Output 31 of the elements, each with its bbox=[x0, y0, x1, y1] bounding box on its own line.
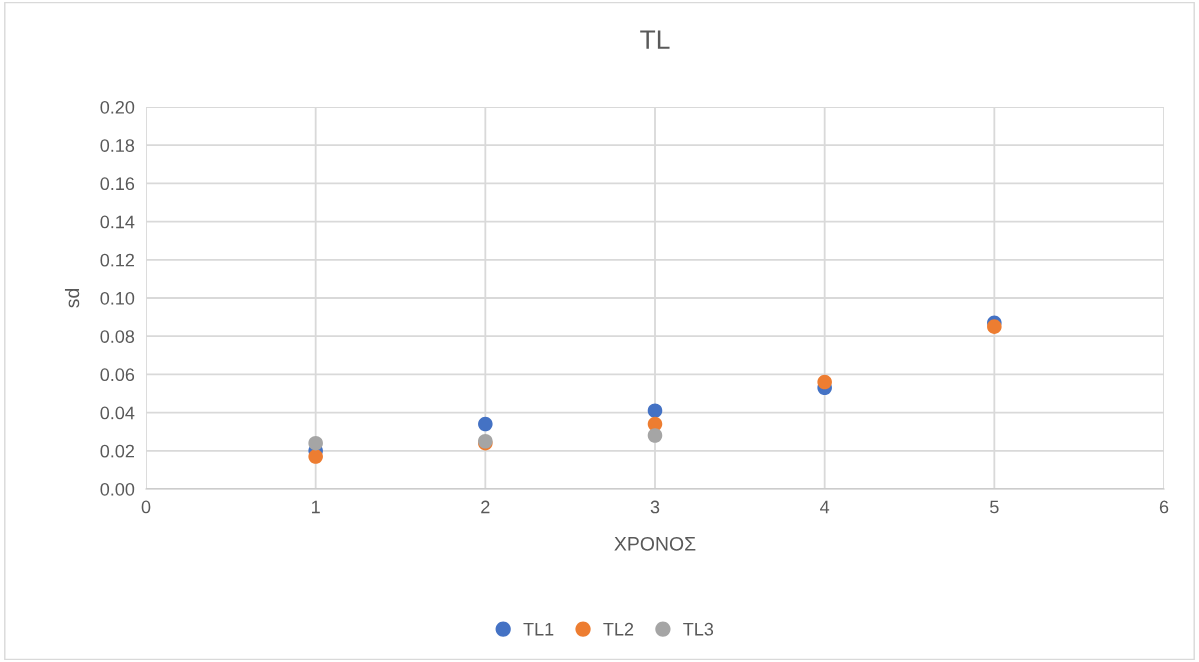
y-tick-label: 0.08 bbox=[100, 330, 135, 343]
legend-label: TL2 bbox=[603, 622, 634, 636]
y-tick-label: 0.06 bbox=[100, 368, 135, 382]
point bbox=[647, 428, 663, 443]
x-tick-label: 0 bbox=[141, 500, 151, 514]
x-tick-label: 6 bbox=[1159, 500, 1169, 514]
y-tick-label: 0.20 bbox=[100, 100, 135, 114]
x-tick-label: 5 bbox=[990, 500, 999, 514]
point bbox=[308, 435, 323, 451]
y-tick-label: 0.12 bbox=[100, 253, 134, 267]
y-tick-label: 0.18 bbox=[100, 139, 135, 152]
point bbox=[817, 374, 832, 390]
x-tick-label: 1 bbox=[312, 500, 320, 514]
y-axis-title: sd bbox=[64, 288, 80, 308]
point bbox=[647, 403, 663, 418]
point bbox=[987, 319, 1002, 334]
x-axis-title: ΧΡΟΝΟΣ bbox=[614, 536, 696, 551]
y-tick-label: 0.14 bbox=[100, 215, 135, 229]
y-tick-label: 0.02 bbox=[100, 444, 134, 458]
x-tick-label: 4 bbox=[820, 500, 830, 514]
y-tick-label: 0.00 bbox=[100, 482, 135, 496]
x-tick-label: 3 bbox=[650, 500, 660, 514]
y-tick-label: 0.04 bbox=[100, 406, 135, 420]
point bbox=[478, 416, 493, 432]
legend-label: TL3 bbox=[683, 622, 714, 636]
y-tick-label: 0.10 bbox=[100, 291, 135, 305]
chart-title: TL bbox=[640, 30, 670, 49]
point bbox=[308, 449, 323, 464]
legend-label: TL1 bbox=[523, 622, 554, 636]
y-tick-label: 0.16 bbox=[100, 177, 135, 191]
x-tick-label: 2 bbox=[481, 500, 490, 514]
